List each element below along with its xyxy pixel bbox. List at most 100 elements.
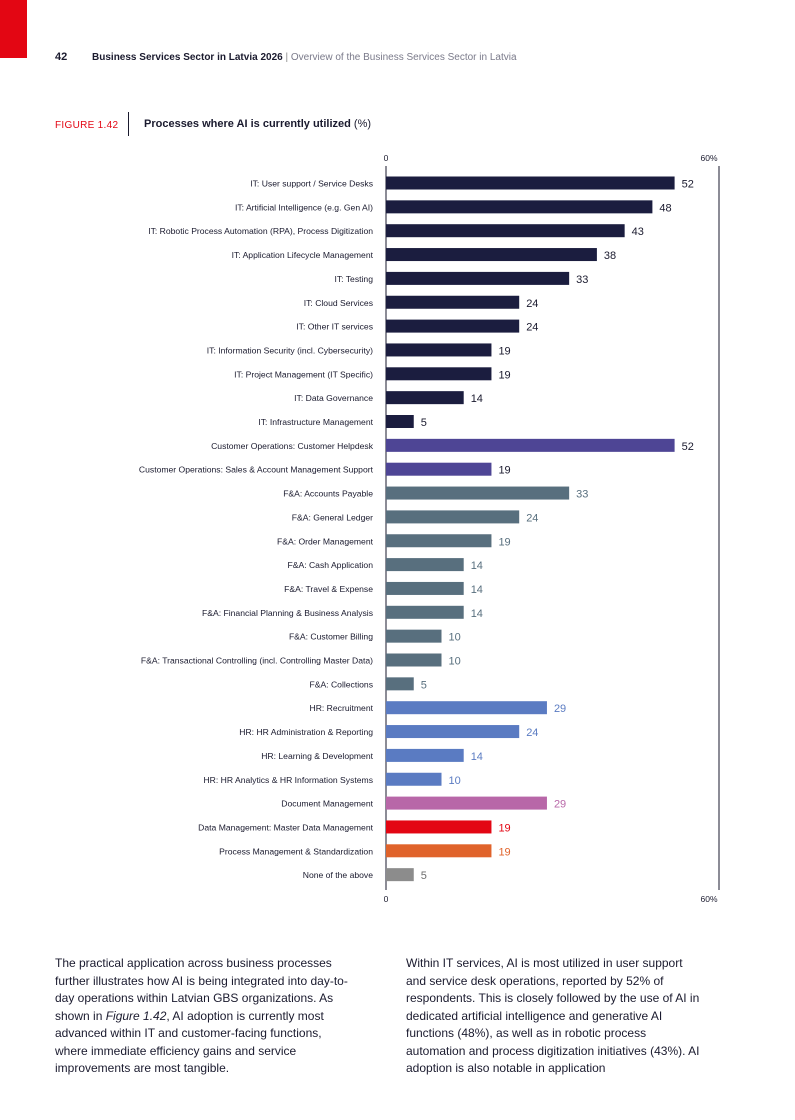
data-label: 14: [471, 560, 483, 572]
bar: [386, 391, 464, 405]
category-label: IT: Testing: [334, 274, 373, 284]
data-label: 24: [526, 298, 538, 310]
data-label: 29: [554, 799, 566, 811]
category-label: HR: Recruitment: [309, 703, 373, 713]
bar: [386, 462, 492, 476]
category-label: IT: Project Management (IT Specific): [234, 369, 373, 379]
category-label: IT: User support / Service Desks: [250, 179, 373, 189]
category-label: IT: Cloud Services: [304, 298, 373, 308]
category-label: F&A: Travel & Expense: [284, 584, 373, 594]
data-label: 5: [421, 679, 427, 691]
data-label: 14: [471, 751, 483, 763]
page-number: 42: [55, 51, 68, 63]
category-label: IT: Infrastructure Management: [258, 417, 373, 427]
data-label: 24: [526, 512, 538, 524]
bar: [386, 367, 492, 381]
data-label: 33: [576, 274, 588, 286]
bar: [386, 868, 414, 882]
bar: [386, 224, 625, 238]
bar: [386, 176, 675, 190]
category-label: F&A: Order Management: [277, 536, 374, 546]
bar: [386, 343, 492, 357]
category-label: Customer Operations: Sales & Account Man…: [139, 465, 374, 475]
bar: [386, 534, 492, 548]
data-label: 10: [449, 632, 461, 644]
bar: [386, 820, 492, 834]
bar: [386, 486, 570, 500]
bar: [386, 605, 464, 619]
figure-divider: [128, 112, 129, 136]
category-label: IT: Other IT services: [296, 322, 373, 332]
bar: [386, 748, 464, 762]
data-label: 33: [576, 489, 588, 501]
data-label: 19: [498, 846, 510, 858]
body-paragraph-right: Within IT services, AI is most utilized …: [406, 956, 700, 1075]
figure-title-text: Processes where AI is currently utilized: [144, 118, 351, 130]
category-label: Customer Operations: Customer Helpdesk: [211, 441, 374, 451]
bar: [386, 581, 464, 595]
axis-label-min-bottom: 0: [384, 894, 389, 904]
red-corner-tab: [0, 0, 27, 58]
data-label: 10: [449, 775, 461, 787]
bar: [386, 200, 653, 214]
data-label: 52: [682, 179, 694, 191]
bar: [386, 510, 520, 524]
document-title: Business Services Sector in Latvia 2026: [92, 52, 283, 63]
category-label: F&A: General Ledger: [292, 512, 373, 522]
data-label: 14: [471, 584, 483, 596]
data-label: 5: [421, 870, 427, 882]
axis-label-min-top: 0: [384, 153, 389, 163]
category-label: F&A: Accounts Payable: [283, 489, 373, 499]
axis-label-max-top: 60%: [700, 153, 717, 163]
section-title: Overview of the Business Services Sector…: [290, 52, 517, 63]
bar: [386, 629, 442, 643]
header-separator: |: [285, 52, 289, 63]
bar-chart: 0 60% 0 60% IT: User support / Service Desks…: [139, 153, 720, 904]
data-label: 24: [526, 322, 538, 334]
category-label: HR: HR Administration & Reporting: [239, 727, 373, 737]
data-label: 14: [471, 393, 483, 405]
bar: [386, 796, 547, 810]
body-paragraph-left: The practical application across busines…: [55, 956, 348, 1075]
data-label: 19: [498, 465, 510, 477]
category-label: Document Management: [281, 799, 373, 809]
bar: [386, 844, 492, 858]
bar: [386, 248, 597, 262]
category-label: None of the above: [303, 870, 373, 880]
category-label: HR: HR Analytics & HR Information System…: [203, 775, 373, 785]
data-label: 48: [659, 202, 671, 214]
category-label: F&A: Transactional Controlling (incl. Co…: [141, 656, 373, 666]
axis-label-max-bottom: 60%: [700, 894, 717, 904]
page-header: 42 Business Services Sector in Latvia 20…: [55, 51, 517, 63]
bar: [386, 772, 442, 786]
data-label: 19: [498, 822, 510, 834]
bar: [386, 701, 547, 715]
category-label: IT: Data Governance: [294, 393, 373, 403]
data-label: 14: [471, 608, 483, 620]
data-label: 24: [526, 727, 538, 739]
data-label: 5: [421, 417, 427, 429]
category-label: IT: Information Security (incl. Cybersec…: [207, 345, 373, 355]
data-label: 38: [604, 250, 616, 262]
bar: [386, 415, 414, 428]
figure-title-unit: (%): [353, 118, 372, 130]
data-label: 29: [554, 703, 566, 715]
bar: [386, 319, 520, 333]
data-label: 19: [498, 369, 510, 381]
data-label: 10: [449, 656, 461, 668]
category-label: F&A: Collections: [309, 679, 373, 689]
data-label: 43: [632, 226, 644, 238]
figure-title: Processes where AI is currently utilized…: [144, 118, 371, 130]
category-label: IT: Artificial Intelligence (e.g. Gen AI…: [235, 202, 373, 212]
data-label: 52: [682, 441, 694, 453]
bar: [386, 438, 675, 452]
category-label: IT: Robotic Process Automation (RPA), Pr…: [148, 226, 373, 236]
data-label: 19: [498, 536, 510, 548]
category-label: HR: Learning & Development: [261, 751, 373, 761]
bar: [386, 295, 520, 309]
category-label: F&A: Financial Planning & Business Analy…: [202, 608, 373, 618]
bar: [386, 677, 414, 691]
bar: [386, 271, 570, 285]
bar: [386, 653, 442, 667]
category-label: F&A: Cash Application: [287, 560, 373, 570]
